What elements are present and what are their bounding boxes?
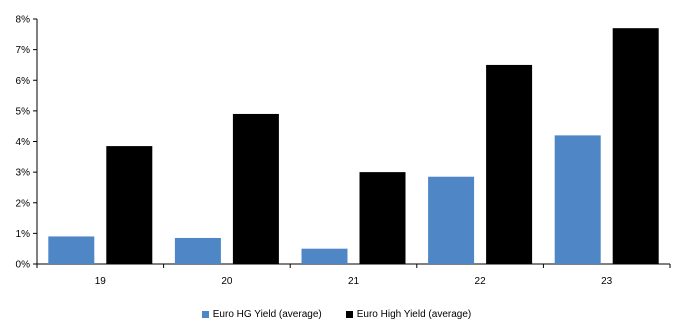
legend-label-euro-high-yield: Euro High Yield (average) bbox=[356, 309, 472, 320]
bar-euro-high-yield bbox=[106, 146, 153, 264]
legend-item-euro-high-yield: Euro High Yield (average) bbox=[345, 309, 472, 320]
bar-euro-high-yield bbox=[359, 172, 406, 264]
bar-euro-hg bbox=[174, 237, 221, 264]
legend-swatch-euro-high-yield bbox=[345, 311, 353, 318]
x-tick-label: 19 bbox=[95, 276, 107, 287]
bar-euro-high-yield bbox=[612, 28, 659, 264]
y-tick-label: 3% bbox=[16, 168, 31, 179]
legend: Euro HG Yield (average) Euro High Yield … bbox=[0, 309, 673, 320]
x-tick-label: 22 bbox=[475, 276, 487, 287]
y-tick-label: 6% bbox=[16, 76, 31, 87]
x-tick-label: 21 bbox=[348, 276, 360, 287]
y-tick-label: 5% bbox=[16, 106, 31, 117]
y-tick-label: 7% bbox=[16, 45, 31, 56]
bar-euro-hg bbox=[428, 176, 475, 264]
bar-euro-hg bbox=[48, 236, 95, 264]
legend-label-euro-hg: Euro HG Yield (average) bbox=[212, 309, 322, 320]
y-tick-label: 0% bbox=[16, 260, 31, 271]
y-tick-label: 4% bbox=[16, 137, 31, 148]
legend-swatch-euro-hg bbox=[201, 311, 209, 318]
legend-item-euro-hg: Euro HG Yield (average) bbox=[201, 309, 322, 320]
y-tick-label: 1% bbox=[16, 229, 31, 240]
bar-euro-hg bbox=[554, 135, 601, 264]
x-tick-label: 23 bbox=[601, 276, 613, 287]
bar-euro-hg bbox=[301, 248, 348, 264]
bars bbox=[48, 28, 659, 264]
bar-euro-high-yield bbox=[232, 113, 279, 264]
y-axis: 0% 1% 2% 3% 4% 5% 6% 7% 8% bbox=[16, 15, 38, 271]
x-tick-label: 20 bbox=[221, 276, 233, 287]
bar-chart: 0% 1% 2% 3% 4% 5% 6% 7% 8% 19 20 21 22 23 bbox=[16, 15, 671, 287]
x-axis: 19 20 21 22 23 bbox=[36, 263, 671, 287]
y-tick-label: 8% bbox=[16, 15, 31, 26]
bar-euro-high-yield bbox=[486, 64, 533, 264]
y-tick-label: 2% bbox=[16, 198, 31, 209]
